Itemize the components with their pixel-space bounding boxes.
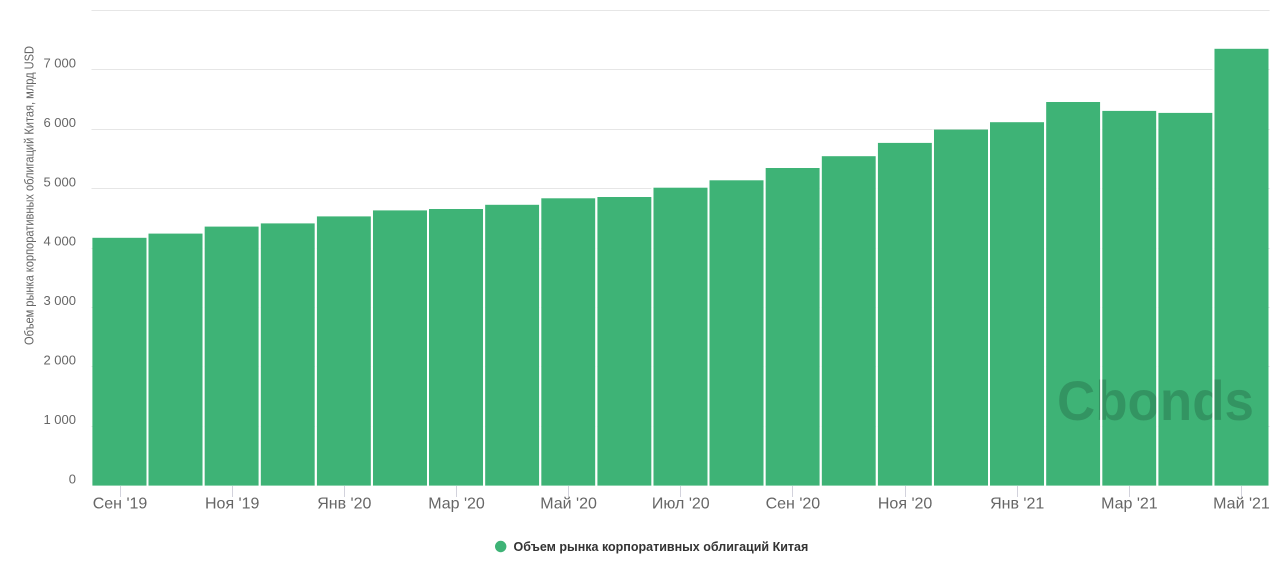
svg-text:Янв '21: Янв '21 [990,496,1044,513]
svg-text:Июл '20: Июл '20 [652,496,710,513]
svg-text:3 000: 3 000 [43,293,76,308]
svg-text:Мар '20: Мар '20 [428,496,485,513]
svg-text:4 000: 4 000 [43,234,76,249]
svg-text:7 000: 7 000 [43,56,76,71]
svg-text:Cbonds: Cbonds [1057,369,1254,432]
svg-text:Май '21: Май '21 [1213,496,1270,513]
svg-text:Сен '20: Сен '20 [766,496,821,513]
svg-text:Объем рынка корпоративных обли: Объем рынка корпоративных облигаций Кита… [23,46,37,345]
svg-text:Ноя '19: Ноя '19 [205,496,260,513]
svg-text:2 000: 2 000 [43,353,76,368]
svg-text:Мар '21: Мар '21 [1101,496,1158,513]
svg-text:Янв '20: Янв '20 [317,496,371,513]
svg-text:5 000: 5 000 [43,174,76,189]
svg-text:0: 0 [69,471,76,486]
svg-text:Объем рынка корпоративных обли: Объем рынка корпоративных облигаций Кита… [514,540,809,554]
svg-text:Май '20: Май '20 [540,496,597,513]
svg-text:Ноя '20: Ноя '20 [878,496,933,513]
svg-text:Сен '19: Сен '19 [93,496,148,513]
svg-text:6 000: 6 000 [43,115,76,130]
svg-text:1 000: 1 000 [43,412,76,427]
